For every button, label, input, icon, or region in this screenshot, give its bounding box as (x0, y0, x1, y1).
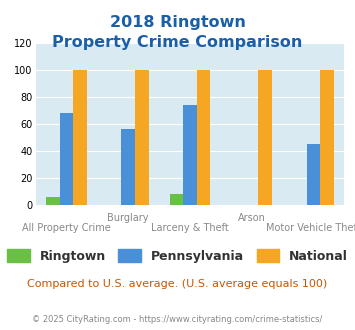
Bar (258, 70, 272, 205)
Bar (60, 113, 73, 205)
Text: 2018 Ringtown: 2018 Ringtown (110, 15, 245, 30)
Bar (307, 144, 320, 205)
Text: All Property Crime: All Property Crime (22, 223, 111, 233)
Legend: Ringtown, Pennsylvania, National: Ringtown, Pennsylvania, National (7, 249, 348, 263)
Text: Motor Vehicle Theft: Motor Vehicle Theft (266, 223, 355, 233)
Bar (183, 105, 197, 205)
Text: Property Crime Comparison: Property Crime Comparison (52, 35, 303, 50)
Bar (135, 70, 148, 205)
Bar (320, 70, 334, 205)
Bar (46, 196, 60, 205)
Bar (170, 194, 183, 205)
Text: Larceny & Theft: Larceny & Theft (151, 223, 229, 233)
Text: Compared to U.S. average. (U.S. average equals 100): Compared to U.S. average. (U.S. average … (27, 279, 328, 289)
Bar (121, 129, 135, 205)
Bar (73, 70, 87, 205)
Bar (197, 70, 210, 205)
Text: Arson: Arson (238, 213, 266, 223)
Text: Burglary: Burglary (108, 213, 149, 223)
Text: © 2025 CityRating.com - https://www.cityrating.com/crime-statistics/: © 2025 CityRating.com - https://www.city… (32, 315, 323, 324)
